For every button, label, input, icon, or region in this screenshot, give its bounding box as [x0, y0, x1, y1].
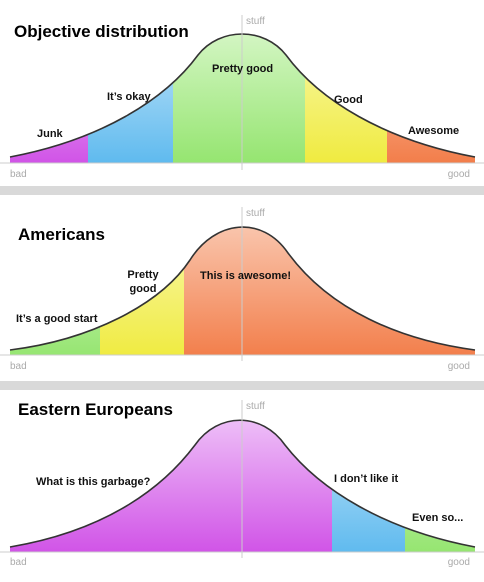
region-label: It’s a good start — [16, 313, 98, 325]
x-max-label: good — [448, 557, 470, 568]
x-min-label: bad — [10, 169, 27, 180]
x-min-label: bad — [10, 557, 27, 568]
axis-label: stuff — [246, 16, 265, 27]
axis-label: stuff — [246, 401, 265, 412]
region — [305, 34, 387, 163]
panel: stuff bad good Objective distribution Ju… — [0, 15, 484, 180]
panel-title: Objective distribution — [14, 22, 189, 41]
separator — [0, 186, 484, 195]
region-label: This is awesome! — [200, 270, 291, 282]
region-label: Even so... — [412, 512, 463, 524]
x-min-label: bad — [10, 361, 27, 372]
curve — [9, 419, 476, 548]
region-label: What is this garbage? — [36, 476, 151, 488]
curve — [9, 226, 476, 351]
panel-title: Eastern Europeans — [18, 400, 173, 419]
region-label: It’s okay — [107, 91, 151, 103]
region-label: Awesome — [408, 125, 459, 137]
region — [173, 34, 305, 163]
separator — [0, 381, 484, 390]
region-label: good — [130, 283, 157, 295]
panel: stuff bad good Americans It’s a good sta… — [0, 207, 484, 372]
region-label: Pretty — [127, 269, 159, 281]
panel: stuff bad good Eastern Europeans What is… — [0, 400, 484, 568]
x-max-label: good — [448, 169, 470, 180]
region-label: I don’t like it — [334, 473, 399, 485]
region-label: Good — [334, 94, 363, 106]
region-label: Junk — [37, 128, 64, 140]
axis-label: stuff — [246, 208, 265, 219]
region-label: Pretty good — [212, 63, 273, 75]
panel-title: Americans — [18, 225, 105, 244]
region — [387, 34, 475, 163]
x-max-label: good — [448, 361, 470, 372]
region — [405, 420, 475, 552]
region — [10, 227, 100, 355]
